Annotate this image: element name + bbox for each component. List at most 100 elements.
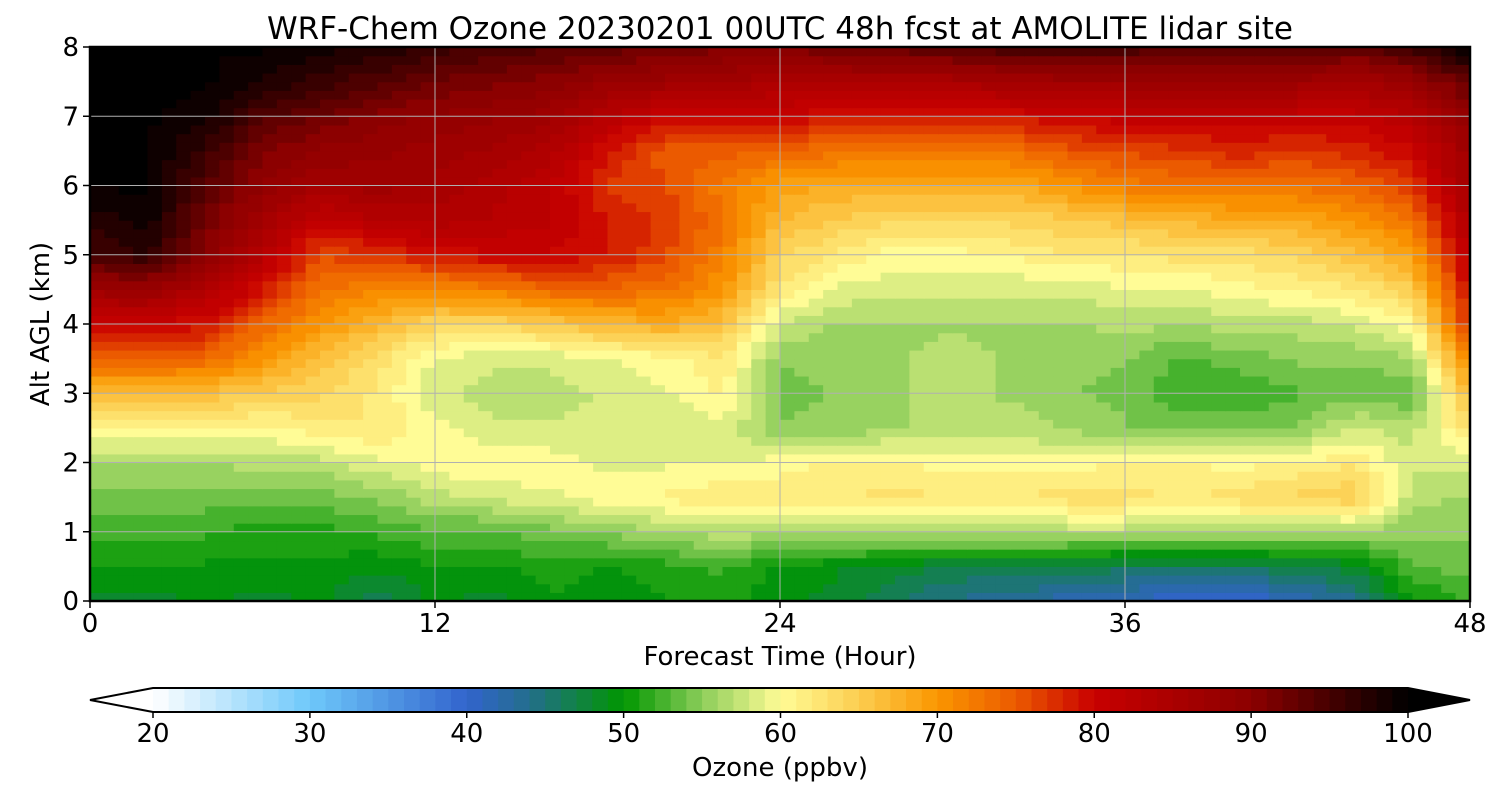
heatmap-cell	[118, 531, 134, 542]
heatmap-cell	[118, 479, 134, 490]
heatmap-cell	[1369, 427, 1385, 438]
heatmap-cell	[693, 176, 709, 187]
heatmap-cell	[823, 592, 839, 601]
heatmap-cell	[420, 315, 436, 325]
heatmap-cell	[391, 575, 407, 585]
heatmap-cell	[1053, 488, 1069, 498]
heatmap-cell	[118, 540, 134, 550]
heatmap-cell	[751, 523, 767, 533]
heatmap-cell	[420, 246, 436, 256]
heatmap-cell	[1398, 445, 1414, 455]
heatmap-cell	[593, 246, 609, 256]
heatmap-cell	[104, 557, 120, 567]
heatmap-cell	[521, 280, 537, 290]
heatmap-cell	[1240, 246, 1255, 256]
heatmap-cell	[1369, 228, 1385, 239]
heatmap-cell	[1283, 246, 1299, 256]
heatmap-cell	[1355, 298, 1370, 308]
heatmap-cell	[751, 393, 767, 403]
heatmap-cell	[478, 324, 494, 334]
heatmap-cell	[550, 410, 565, 420]
heatmap-cell	[895, 367, 910, 377]
heatmap-cell	[1441, 306, 1457, 316]
heatmap-cell	[1369, 436, 1385, 446]
heatmap-cell	[1254, 583, 1270, 593]
heatmap-cell	[780, 557, 795, 567]
heatmap-cell	[1240, 583, 1255, 593]
heatmap-cell	[593, 306, 609, 316]
heatmap-cell	[391, 263, 407, 273]
heatmap-cell	[1254, 150, 1270, 161]
heatmap-cell	[1096, 202, 1112, 213]
heatmap-cell	[506, 341, 522, 351]
heatmap-cell	[90, 306, 105, 316]
heatmap-cell	[276, 427, 292, 438]
heatmap-cell	[90, 471, 105, 481]
heatmap-cell	[1168, 566, 1184, 576]
heatmap-cell	[895, 254, 910, 265]
heatmap-cell	[550, 575, 565, 585]
heatmap-cell	[176, 488, 192, 498]
heatmap-cell	[161, 341, 177, 351]
heatmap-cell	[248, 523, 264, 533]
heatmap-cell	[1038, 315, 1054, 325]
heatmap-cell	[147, 575, 163, 585]
heatmap-cell	[334, 194, 350, 204]
heatmap-cell	[550, 315, 565, 325]
heatmap-cell	[1153, 583, 1169, 593]
heatmap-cell	[880, 575, 896, 585]
heatmap-cell	[1297, 263, 1313, 273]
heatmap-cell	[895, 583, 910, 593]
heatmap-cell	[161, 531, 177, 542]
heatmap-cell	[1369, 211, 1385, 221]
heatmap-cell	[205, 159, 220, 169]
heatmap-cell	[1311, 228, 1327, 239]
heatmap-cell	[161, 540, 177, 550]
heatmap-cell	[679, 254, 695, 265]
heatmap-cell	[1311, 272, 1327, 282]
heatmap-cell	[1254, 540, 1270, 550]
heatmap-cell	[938, 592, 954, 601]
heatmap-cell	[291, 220, 307, 230]
heatmap-cell	[722, 488, 738, 498]
heatmap-cell	[837, 358, 853, 368]
heatmap-cell	[851, 194, 867, 204]
heatmap-cell	[1369, 557, 1385, 567]
heatmap-cell	[550, 497, 565, 507]
heatmap-cell	[1139, 549, 1155, 559]
heatmap-cell	[1225, 427, 1241, 438]
heatmap-cell	[923, 367, 939, 377]
heatmap-cell	[1455, 427, 1470, 438]
heatmap-cell	[780, 185, 795, 195]
heatmap-cell	[1225, 254, 1241, 265]
heatmap-cell	[262, 306, 278, 316]
heatmap-cell	[104, 471, 120, 481]
heatmap-cell	[1081, 427, 1097, 438]
heatmap-cell	[981, 427, 997, 438]
heatmap-cell	[1326, 419, 1342, 429]
heatmap-cell	[435, 202, 450, 213]
heatmap-cell	[391, 185, 407, 195]
heatmap-cell	[1297, 194, 1313, 204]
heatmap-cell	[880, 176, 896, 187]
heatmap-cell	[708, 592, 724, 601]
heatmap-cell	[550, 298, 565, 308]
heatmap-cell	[420, 185, 436, 195]
heatmap-cell	[981, 324, 997, 334]
heatmap-cell	[463, 453, 479, 464]
heatmap-cell	[952, 150, 968, 161]
heatmap-cell	[765, 324, 781, 334]
heatmap-cell	[1398, 375, 1414, 386]
heatmap-cell	[966, 401, 982, 412]
heatmap-cell	[1311, 592, 1327, 601]
heatmap-cell	[1426, 427, 1442, 438]
heatmap-cell	[593, 254, 609, 265]
heatmap-cell	[621, 488, 637, 498]
heatmap-cell	[1297, 427, 1313, 438]
heatmap-cell	[233, 263, 249, 273]
heatmap-cell	[966, 471, 982, 481]
heatmap-cell	[1326, 384, 1342, 394]
heatmap-cell	[550, 306, 565, 316]
heatmap-cell	[1254, 471, 1270, 481]
heatmap-cell	[1024, 401, 1040, 412]
